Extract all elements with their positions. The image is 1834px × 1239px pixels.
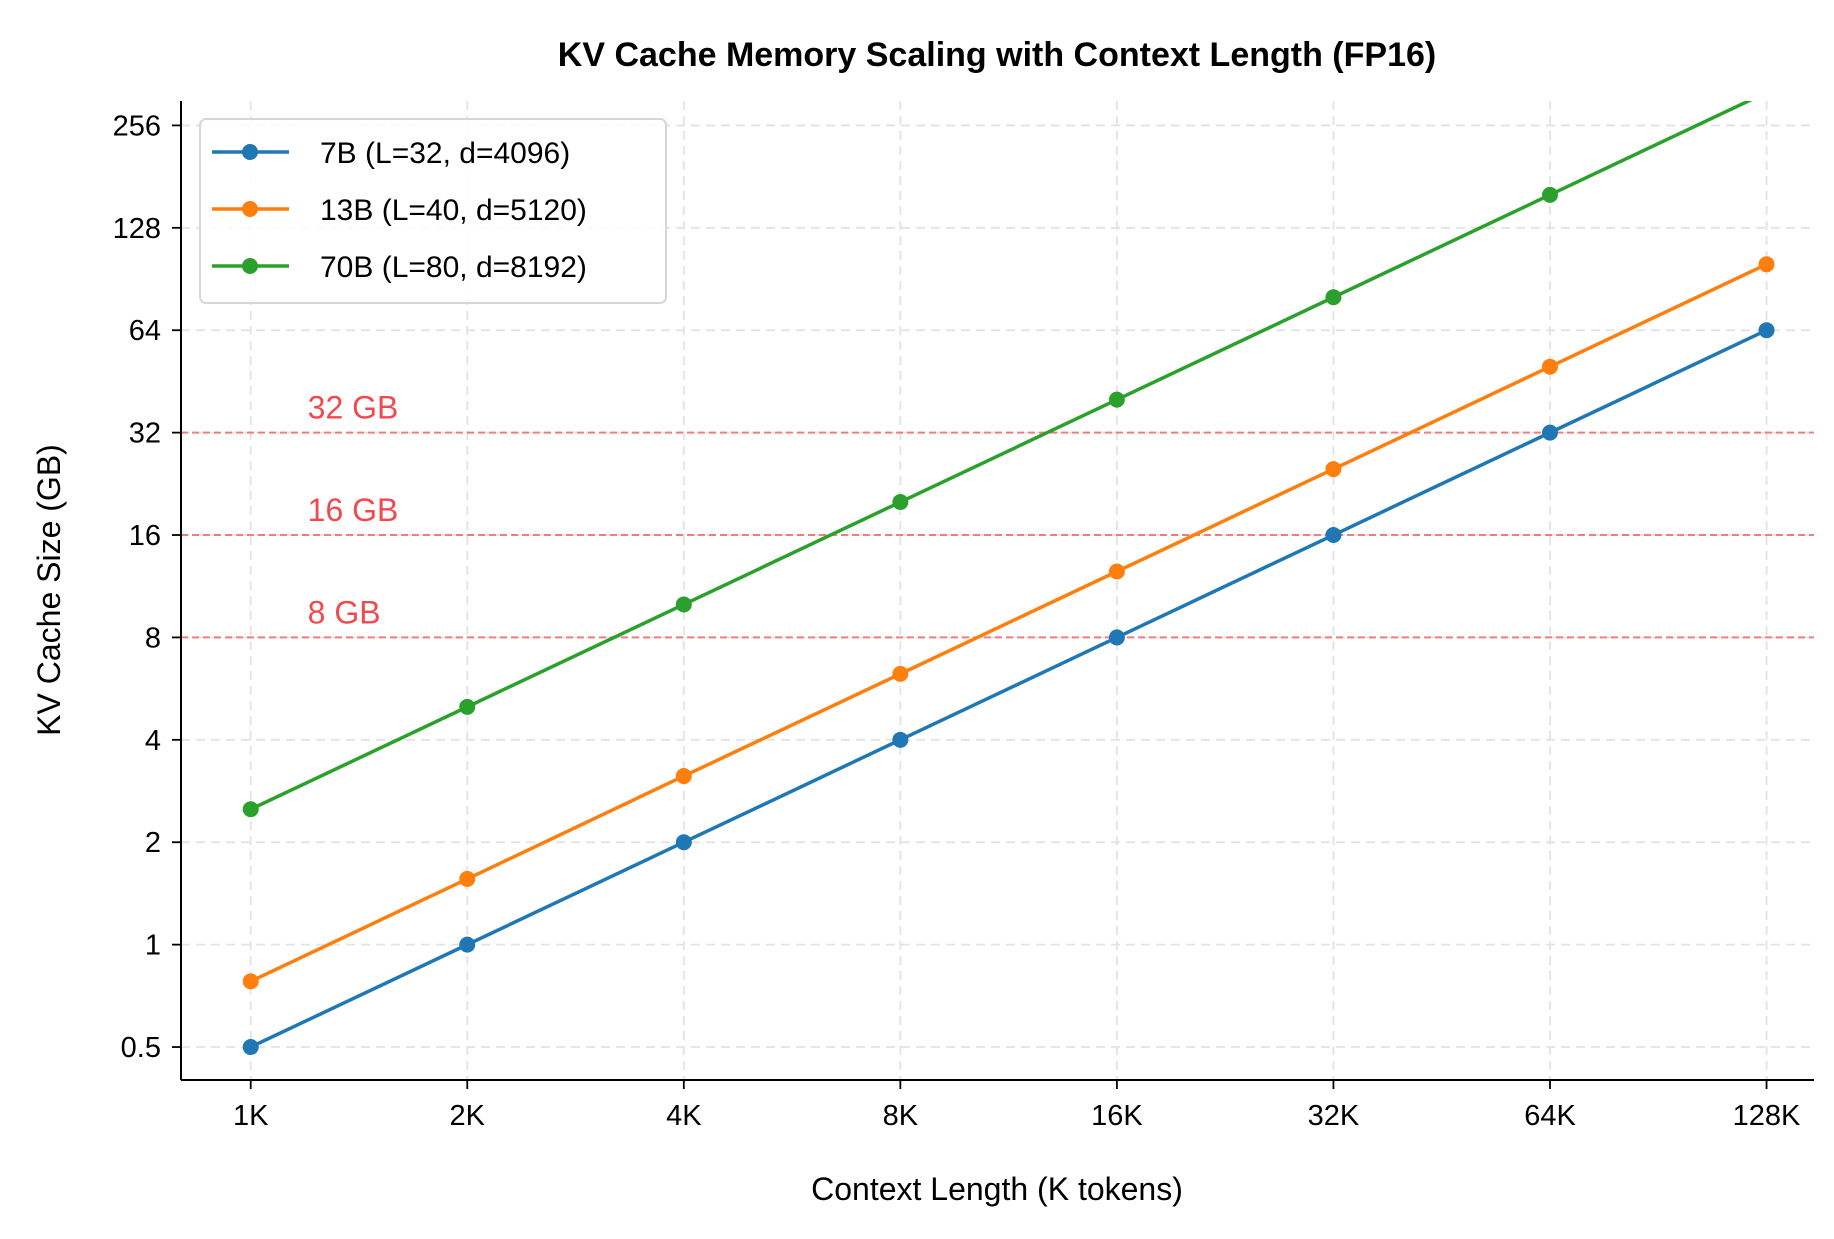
grid xyxy=(181,101,1814,1080)
reference-line-label: 16 GB xyxy=(308,492,399,528)
y-tick-label: 1 xyxy=(145,930,161,962)
y-tick-label: 0.5 xyxy=(121,1032,161,1064)
data-point xyxy=(675,596,692,613)
legend-marker xyxy=(242,201,258,217)
data-point xyxy=(1541,186,1558,203)
data-point xyxy=(1759,84,1775,100)
data-point xyxy=(242,973,259,990)
x-tick-label: 64K xyxy=(1524,1100,1576,1132)
data-point xyxy=(459,698,476,715)
data-point xyxy=(892,731,909,748)
x-axis-label: Context Length (K tokens) xyxy=(811,1171,1183,1207)
y-tick-label: 16 xyxy=(129,520,161,552)
y-tick-label: 64 xyxy=(129,315,161,347)
legend-marker xyxy=(242,144,258,160)
y-tick-label: 4 xyxy=(145,725,161,757)
data-point xyxy=(459,870,476,887)
legend-box xyxy=(199,118,667,304)
reference-lines: 8 GB 16 GB 32 GB xyxy=(181,390,1814,639)
data-point xyxy=(892,665,909,682)
x-tick-label: 4K xyxy=(666,1100,702,1132)
data-point xyxy=(1325,289,1342,306)
chart-title: KV Cache Memory Scaling with Context Len… xyxy=(558,36,1436,74)
y-tick-label: 256 xyxy=(113,110,161,142)
data-point xyxy=(1325,461,1342,478)
series-line xyxy=(249,101,1753,811)
legend-label: 70B (L=80, d=8192) xyxy=(320,251,587,284)
x-tick-label: 32K xyxy=(1308,1100,1360,1132)
series-line xyxy=(249,262,1768,983)
reference-line-label: 8 GB xyxy=(308,594,381,630)
y-tick-label: 32 xyxy=(129,418,161,450)
data-point xyxy=(675,768,692,785)
data-point xyxy=(1758,322,1775,339)
x-tick-label: 128K xyxy=(1733,1100,1801,1132)
series-line xyxy=(249,328,1768,1049)
data-point xyxy=(675,834,692,851)
y-axis-label: KV Cache Size (GB) xyxy=(31,444,67,736)
y-tick-label: 8 xyxy=(145,622,161,654)
axes: 1K 2K 4K 8K 16K 32K 64K 128K 0.5 1 2 4 8 16 32 64 128 256 xyxy=(113,101,1814,1132)
data-point xyxy=(1541,424,1558,441)
data-point xyxy=(1541,358,1558,375)
data-point xyxy=(1108,391,1125,408)
x-tick-label: 16K xyxy=(1091,1100,1143,1132)
data-point xyxy=(242,1039,259,1056)
data-point xyxy=(459,936,476,953)
legend-label: 13B (L=40, d=5120) xyxy=(320,194,587,227)
data-point xyxy=(892,494,909,511)
data-point xyxy=(242,801,259,818)
plot-area xyxy=(242,84,1775,1056)
reference-line-label: 32 GB xyxy=(308,390,399,426)
legend-marker xyxy=(242,258,258,274)
data-point xyxy=(1108,629,1125,646)
legend: 7B (L=32, d=4096) 13B (L=40, d=5120) 70B (… xyxy=(199,118,667,304)
data-point xyxy=(1758,256,1775,273)
y-tick-label: 2 xyxy=(145,827,161,859)
x-tick-label: 8K xyxy=(883,1100,919,1132)
legend-label: 7B (L=32, d=4096) xyxy=(320,137,570,170)
y-tick-label: 128 xyxy=(113,213,161,245)
x-tick-label: 1K xyxy=(233,1100,269,1132)
x-tick-label: 2K xyxy=(450,1100,486,1132)
data-point xyxy=(1108,563,1125,580)
data-point xyxy=(1325,527,1342,544)
